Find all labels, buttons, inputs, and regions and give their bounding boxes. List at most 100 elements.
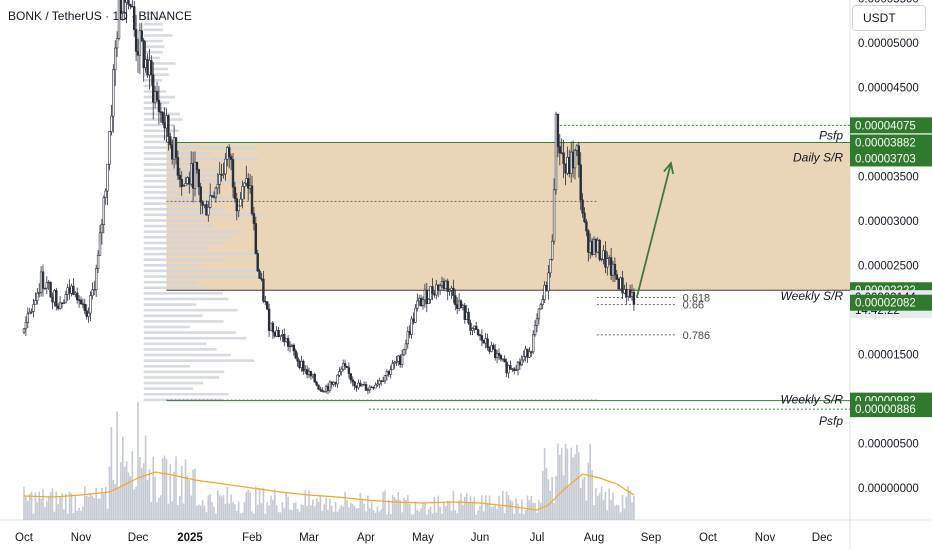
currency-unit-button[interactable]: USDT <box>852 5 926 31</box>
candle-up <box>245 178 248 184</box>
candle-up <box>281 334 284 336</box>
candle-up <box>96 254 100 269</box>
candle-up <box>600 258 603 261</box>
candle-up <box>368 386 371 391</box>
volume-bar <box>313 506 316 520</box>
volume-profile-bar <box>143 320 224 323</box>
volume-bar <box>426 514 428 520</box>
volume-bar <box>49 492 52 520</box>
candle-up <box>62 302 66 305</box>
volume-bar <box>391 494 394 520</box>
volume-bar <box>68 491 71 520</box>
candle-down <box>49 281 52 298</box>
candle-up <box>602 250 605 260</box>
candle-down <box>512 368 516 371</box>
candle-up <box>98 232 102 256</box>
candle-down <box>387 371 390 375</box>
candle-down <box>85 310 88 317</box>
volume-bar <box>207 495 210 520</box>
volume-profile-bar <box>143 62 176 65</box>
volume-profile-bar <box>143 146 256 149</box>
candle-down <box>425 289 428 305</box>
candle-up <box>338 371 341 376</box>
volume-profile-bar <box>143 174 219 177</box>
candle-down <box>134 29 138 52</box>
level-price-label: 0.00000886 <box>855 404 916 416</box>
volume-bar <box>331 505 333 520</box>
volume-bar <box>74 496 77 520</box>
volume-bar <box>547 479 550 520</box>
time-axis-label: Apr <box>357 532 375 544</box>
candle-down <box>355 385 358 389</box>
candle-down <box>228 147 231 157</box>
volume-bar <box>511 501 514 520</box>
level-price-label: 0.00004075 <box>855 120 916 132</box>
candle-down <box>167 115 170 137</box>
candle-up <box>366 389 370 391</box>
volume-bar <box>329 498 331 520</box>
candle-up <box>115 38 119 49</box>
volume-bar <box>576 444 578 520</box>
volume-bar <box>51 488 54 520</box>
volume-bar <box>336 511 339 520</box>
volume-bar <box>57 504 59 520</box>
volume-bar <box>370 501 373 520</box>
volume-bar <box>467 502 470 520</box>
candle-down <box>286 338 290 347</box>
volume-bar <box>125 461 128 520</box>
candle-down <box>231 159 235 188</box>
volume-bar <box>600 486 603 520</box>
candle-up <box>389 369 392 375</box>
candle-down <box>334 382 337 385</box>
candle-down <box>493 349 497 358</box>
price-tick-label: 0.00005000 <box>858 38 919 50</box>
volume-bar <box>410 514 413 520</box>
candle-up <box>402 349 406 356</box>
candle-up <box>501 358 504 360</box>
candle-down <box>359 382 362 387</box>
volume-bar <box>526 495 529 520</box>
candle-up <box>22 328 26 333</box>
volume-bar <box>129 476 132 520</box>
volume-bar <box>78 507 80 520</box>
volume-bar <box>137 401 139 520</box>
candle-down <box>530 351 533 353</box>
candle-down <box>317 384 320 390</box>
candle-up <box>611 263 615 276</box>
candle-up <box>457 300 461 309</box>
volume-bar <box>65 493 67 520</box>
time-axis-label: Oct <box>15 532 34 544</box>
candle-up <box>520 359 524 366</box>
volume-bar <box>355 508 358 520</box>
candle-down <box>545 285 548 292</box>
volume-profile-bar <box>143 84 153 88</box>
candle-up <box>186 177 189 184</box>
candle-up <box>533 325 537 336</box>
volume-bar <box>237 501 240 520</box>
candle-down <box>296 357 299 362</box>
volume-bar <box>403 497 405 520</box>
candle-up <box>539 304 543 310</box>
volume-profile-bar <box>143 45 165 48</box>
candle-up <box>248 185 252 189</box>
price-tick-label: 0.00004500 <box>858 83 919 95</box>
volume-bar <box>464 496 466 520</box>
volume-bar <box>247 489 249 520</box>
volume-bar <box>543 448 546 520</box>
level-price-label-bg <box>850 401 932 418</box>
candle-up <box>383 375 387 382</box>
volume-bar <box>448 502 451 520</box>
volume-bar <box>338 508 341 520</box>
candle-up <box>543 285 546 301</box>
candle-up <box>222 173 225 176</box>
volume-profile-bar <box>143 17 159 20</box>
volume-bar <box>389 514 392 520</box>
volume-bar <box>416 509 419 520</box>
volume-bar <box>281 502 284 520</box>
candle-down <box>283 334 286 343</box>
candle-up <box>435 284 438 296</box>
volume-bar <box>475 514 477 520</box>
candle-down <box>526 348 529 358</box>
volume-bar <box>496 508 498 520</box>
